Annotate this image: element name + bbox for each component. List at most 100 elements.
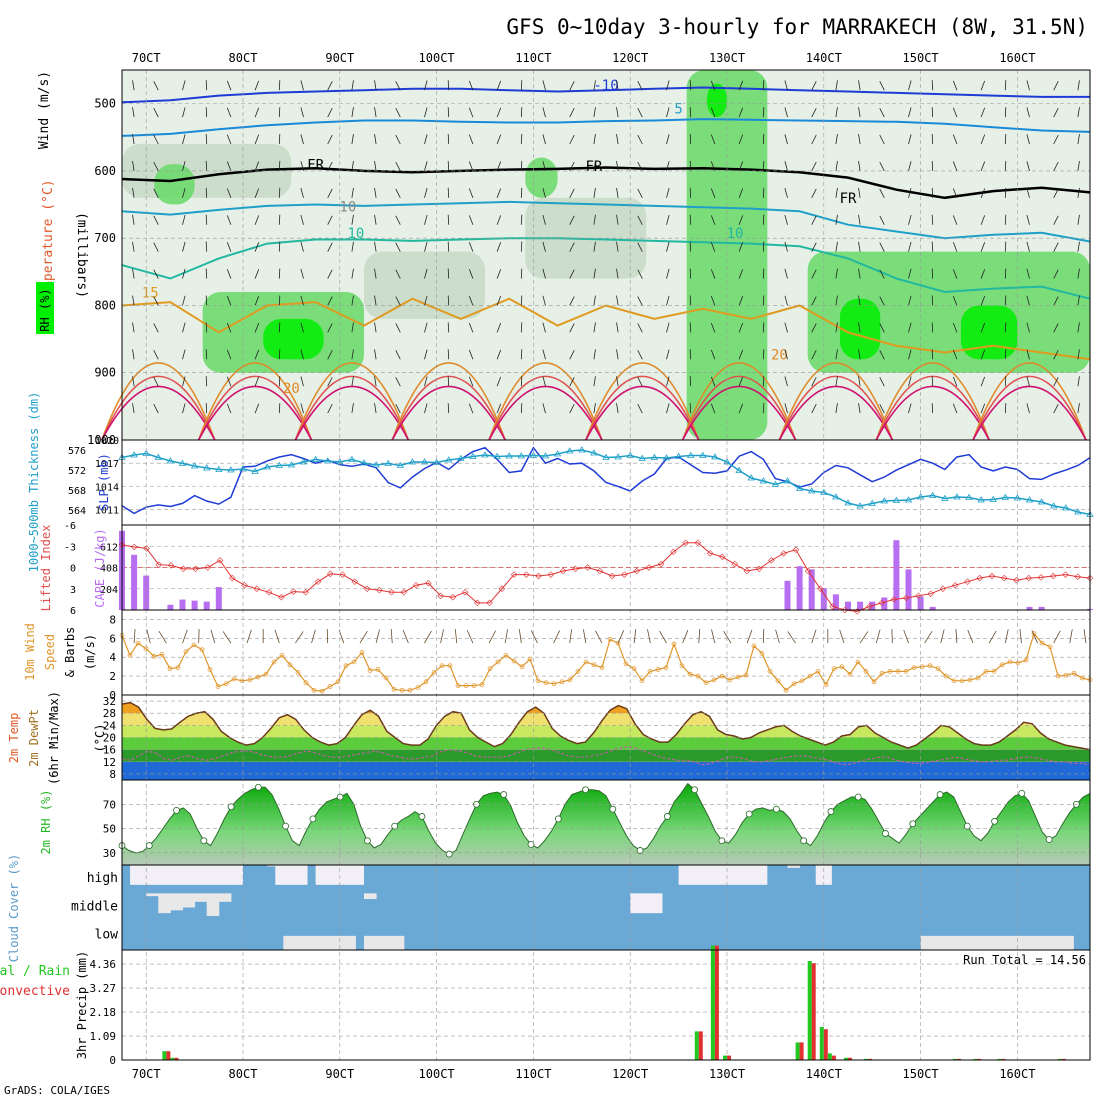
thickness-point (166, 457, 175, 464)
wind-barb (616, 403, 619, 414)
wind-barb (689, 403, 692, 414)
rh-shading-region (263, 318, 324, 360)
y-tick-label-thickness: 572 (68, 466, 86, 477)
wind-barb (952, 188, 958, 198)
wind-barb (1077, 403, 1080, 414)
wind-barb (300, 241, 304, 252)
thickness-point (1049, 502, 1058, 509)
wind-barb (762, 241, 765, 252)
wind-barb (980, 107, 986, 118)
wind-barb (1026, 403, 1030, 414)
cape-bar (796, 566, 803, 610)
wind-speed-point (199, 647, 205, 653)
wind-barb (520, 133, 523, 145)
wind-barb (952, 322, 958, 333)
wind-speed-point (127, 652, 133, 658)
y-tick-label: 500 (94, 97, 116, 111)
li-point (118, 541, 126, 549)
surface-wind-barb (940, 629, 945, 644)
y-tick-label-li: 3 (70, 585, 76, 596)
wind-barb (542, 376, 546, 387)
wind-barb (908, 241, 912, 252)
surface-wind-barb (504, 629, 508, 644)
wind-barb (858, 403, 861, 414)
cape-bar (203, 601, 210, 610)
thickness-point (844, 499, 852, 506)
wind-barb (593, 349, 596, 360)
wind-barb (569, 242, 575, 252)
wind-speed-point (991, 669, 997, 674)
wind-barb (447, 403, 450, 414)
li-point (449, 593, 457, 601)
precip-convective-bar (1001, 1058, 1006, 1060)
wind-speed-point (879, 670, 885, 676)
wind-speed-point (1063, 672, 1069, 678)
y-tick-label-li: -6 (64, 521, 76, 532)
wind-barb (784, 80, 788, 91)
time-label-bottom: 70CT (132, 1067, 161, 1081)
isotherm-line (585, 375, 700, 441)
y-tick-label-wind: 4 (109, 651, 116, 664)
wind-barb (858, 134, 861, 145)
wind-barb (496, 242, 502, 252)
wind-barb (1077, 241, 1080, 252)
y-tick-label-slp: 1011 (95, 506, 119, 517)
thickness-point (457, 454, 465, 461)
wind-barb (468, 134, 474, 145)
wind-barb (835, 107, 838, 118)
wind-barb (858, 241, 861, 252)
wind-barb (226, 80, 232, 91)
y-tick-label-precip: 1.09 (90, 1030, 117, 1043)
thickness-point (275, 461, 284, 468)
wind-barb (1077, 107, 1080, 118)
surface-wind-barb (1083, 629, 1087, 644)
wind-barb (931, 322, 934, 333)
wind-barb (1053, 377, 1059, 387)
surface-wind-barb (659, 630, 667, 644)
surface-wind-barb (924, 630, 933, 644)
wind-speed-point (383, 675, 389, 681)
wind-barb (637, 403, 643, 414)
wind-speed-point (1023, 657, 1029, 663)
li-point (890, 596, 898, 603)
li-point (1086, 574, 1094, 582)
wind-barb (351, 80, 354, 91)
surface-wind-barb (698, 629, 701, 644)
wind-barb (637, 107, 643, 118)
wind-barb (879, 403, 885, 414)
wind-barb (542, 80, 546, 91)
surface-wind-barb (274, 629, 280, 644)
isotherm-line (778, 385, 894, 441)
wind-speed-point (743, 672, 749, 678)
surface-wind-barb (723, 630, 732, 644)
li-point (510, 571, 518, 578)
wind-barb (1053, 215, 1059, 225)
li-point (596, 567, 604, 575)
surface-wind-barb (988, 630, 997, 644)
wind-barb (254, 269, 260, 279)
wind-speed-point (183, 649, 189, 654)
wind-barb (1077, 187, 1080, 198)
precip-total-bar (723, 1055, 727, 1060)
wind-speed-point (295, 669, 301, 675)
surface-wind-barb (775, 629, 780, 644)
wind-barb (616, 107, 619, 118)
wind-barb (666, 403, 670, 414)
li-point (1025, 574, 1032, 582)
isotherm-line (585, 385, 700, 441)
wind-barb (374, 241, 377, 252)
rh-point (718, 837, 726, 845)
wind-barb (153, 403, 159, 414)
thickness-point (227, 466, 235, 473)
li-point (155, 561, 163, 568)
precip-total-bar (807, 961, 812, 1060)
temp-legend-3: (6hr Min/Max) (47, 691, 61, 785)
wind-barb (908, 295, 912, 306)
thickness-point (747, 474, 755, 481)
wind-barb (395, 377, 401, 387)
thickness-point (517, 452, 526, 459)
precip-total-bar (827, 1053, 832, 1060)
wind-barb (738, 80, 744, 91)
wind-barb (254, 188, 260, 198)
thickness-point (541, 452, 550, 459)
